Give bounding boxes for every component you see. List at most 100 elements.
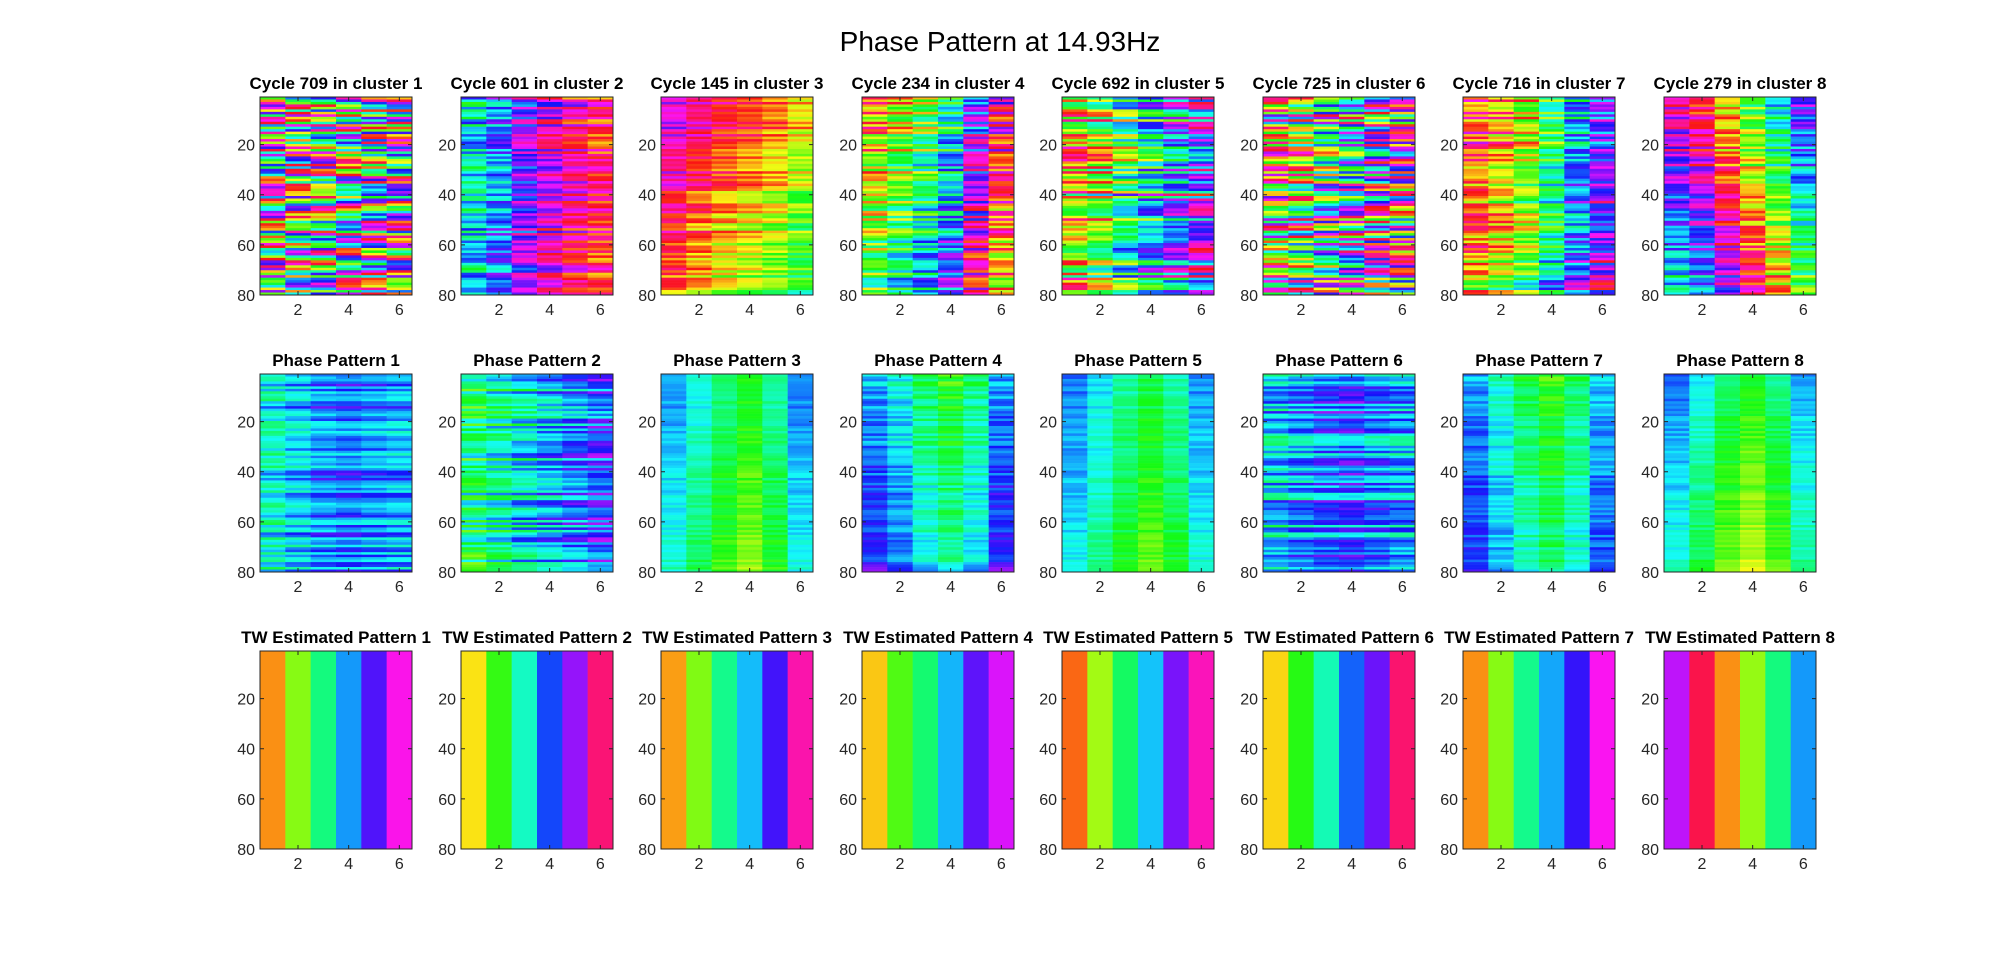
- heatmap-cell: [537, 490, 563, 493]
- heatmap-cell: [361, 416, 387, 419]
- heatmap-cell: [387, 547, 413, 550]
- heatmap-cell: [1189, 226, 1215, 229]
- heatmap-cell: [1564, 236, 1590, 239]
- heatmap-cell: [285, 527, 311, 530]
- heatmap-cell: [588, 513, 614, 516]
- heatmap-cell: [486, 216, 512, 219]
- heatmap-cell: [285, 552, 311, 555]
- heatmap-cell: [1138, 137, 1164, 140]
- heatmap-cell: [311, 547, 337, 550]
- heatmap-cell: [1113, 248, 1139, 251]
- heatmap-cell: [461, 441, 487, 444]
- heatmap-cell: [387, 394, 413, 397]
- heatmap-cell: [1339, 211, 1365, 214]
- heatmap-cell: [1463, 156, 1489, 159]
- heatmap-cell: [762, 132, 788, 135]
- heatmap-cell: [762, 265, 788, 268]
- heatmap-cell: [1488, 102, 1514, 105]
- heatmap-cell: [461, 174, 487, 177]
- heatmap-cell: [285, 134, 311, 137]
- heatmap-cell: [562, 401, 588, 404]
- heatmap-cell: [1689, 218, 1715, 221]
- heatmap-cell: [588, 149, 614, 152]
- heatmap-cell: [686, 250, 712, 253]
- heatmap-cell: [989, 211, 1015, 214]
- heatmap-cell: [361, 384, 387, 387]
- heatmap-cell: [1288, 206, 1314, 209]
- heatmap-cell: [1740, 211, 1766, 214]
- heatmap-cell: [1564, 191, 1590, 194]
- heatmap-cell: [336, 184, 362, 187]
- heatmap-cell: [285, 107, 311, 110]
- heatmap-cell: [336, 250, 362, 253]
- heatmap-cell: [512, 547, 538, 550]
- heatmap-cell: [1189, 122, 1215, 125]
- heatmap-cell: [336, 458, 362, 461]
- heatmap-cell: [1288, 191, 1314, 194]
- heatmap-cell: [1189, 231, 1215, 234]
- heatmap-cell: [661, 189, 687, 192]
- heatmap-cell: [862, 171, 888, 174]
- heatmap-cell: [1514, 288, 1540, 291]
- heatmap-cell: [1564, 102, 1590, 105]
- heatmap-cell: [361, 401, 387, 404]
- heatmap-cell: [1113, 99, 1139, 102]
- heatmap-cell: [311, 236, 337, 239]
- heatmap-cell: [1488, 164, 1514, 167]
- heatmap-cell: [260, 505, 286, 508]
- heatmap-cell: [461, 379, 487, 382]
- heatmap-cell: [1113, 144, 1139, 147]
- heatmap-cell: [486, 513, 512, 516]
- heatmap-cell: [762, 243, 788, 246]
- heatmap-cell: [311, 255, 337, 258]
- heatmap-cell: [260, 102, 286, 105]
- heatmap-cell: [1715, 189, 1741, 192]
- heatmap-cell: [537, 466, 563, 469]
- heatmap-cell: [1740, 278, 1766, 281]
- heatmap-cell: [1062, 147, 1088, 150]
- heatmap-cell: [737, 117, 763, 120]
- heatmap-cell: [1765, 129, 1791, 132]
- heatmap-cell: [1715, 104, 1741, 107]
- heatmap-cell: [361, 542, 387, 545]
- heatmap-cell: [588, 206, 614, 209]
- heatmap-cell: [989, 260, 1015, 263]
- heatmap-cell: [537, 144, 563, 147]
- heatmap-cell: [387, 557, 413, 560]
- heatmap-cell: [387, 525, 413, 528]
- heatmap-cell: [1062, 263, 1088, 266]
- heatmap-cell: [1314, 166, 1340, 169]
- heatmap-cell: [285, 246, 311, 249]
- heatmap-cell: [361, 389, 387, 392]
- heatmap-cell: [285, 414, 311, 417]
- heatmap-cell: [1189, 258, 1215, 261]
- heatmap-cell: [387, 441, 413, 444]
- heatmap-cell: [1514, 283, 1540, 286]
- heatmap-cell: [1463, 226, 1489, 229]
- heatmap-cell: [887, 236, 913, 239]
- heatmap-cell: [361, 147, 387, 150]
- heatmap-cell: [512, 233, 538, 236]
- heatmap-cell: [486, 525, 512, 528]
- heatmap-cell: [737, 127, 763, 130]
- heatmap-cell: [938, 194, 964, 197]
- heatmap-cell: [1791, 201, 1817, 204]
- heatmap-cell: [461, 263, 487, 266]
- heatmap-cell: [562, 290, 588, 293]
- heatmap-cell: [537, 498, 563, 501]
- heatmap-cell: [1590, 213, 1616, 216]
- heatmap-cell: [461, 164, 487, 167]
- heatmap-cell: [461, 419, 487, 422]
- heatmap-cell: [737, 243, 763, 246]
- heatmap-cell: [311, 176, 337, 179]
- heatmap-cell: [1364, 104, 1390, 107]
- heatmap-cell: [862, 109, 888, 112]
- heatmap-cell: [588, 280, 614, 283]
- heatmap-cell: [989, 129, 1015, 132]
- heatmap-cell: [1715, 228, 1741, 231]
- heatmap-cell: [537, 258, 563, 261]
- heatmap-cell: [788, 248, 814, 251]
- heatmap-cell: [1590, 186, 1616, 189]
- heatmap-cell: [1488, 250, 1514, 253]
- heatmap-cell: [486, 255, 512, 258]
